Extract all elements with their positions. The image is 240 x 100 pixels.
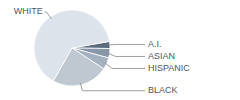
slice — [34, 10, 109, 81]
leader-line — [45, 12, 52, 19]
leader-line — [108, 44, 145, 46]
leader-line — [108, 53, 145, 56]
slice-label: ASIAN — [148, 51, 175, 61]
labels: A.I. ASIAN HISPANIC BLACK WHITE — [14, 6, 191, 95]
slice-label: WHITE — [14, 6, 43, 16]
slice-label: HISPANIC — [148, 63, 190, 73]
chart: A.I. ASIAN HISPANIC BLACK WHITE — [0, 0, 240, 100]
slice-label: A.I. — [148, 39, 162, 49]
slice-label: BLACK — [148, 85, 178, 95]
leader-line — [80, 83, 145, 91]
pie — [34, 10, 110, 86]
leader-line — [105, 63, 145, 69]
